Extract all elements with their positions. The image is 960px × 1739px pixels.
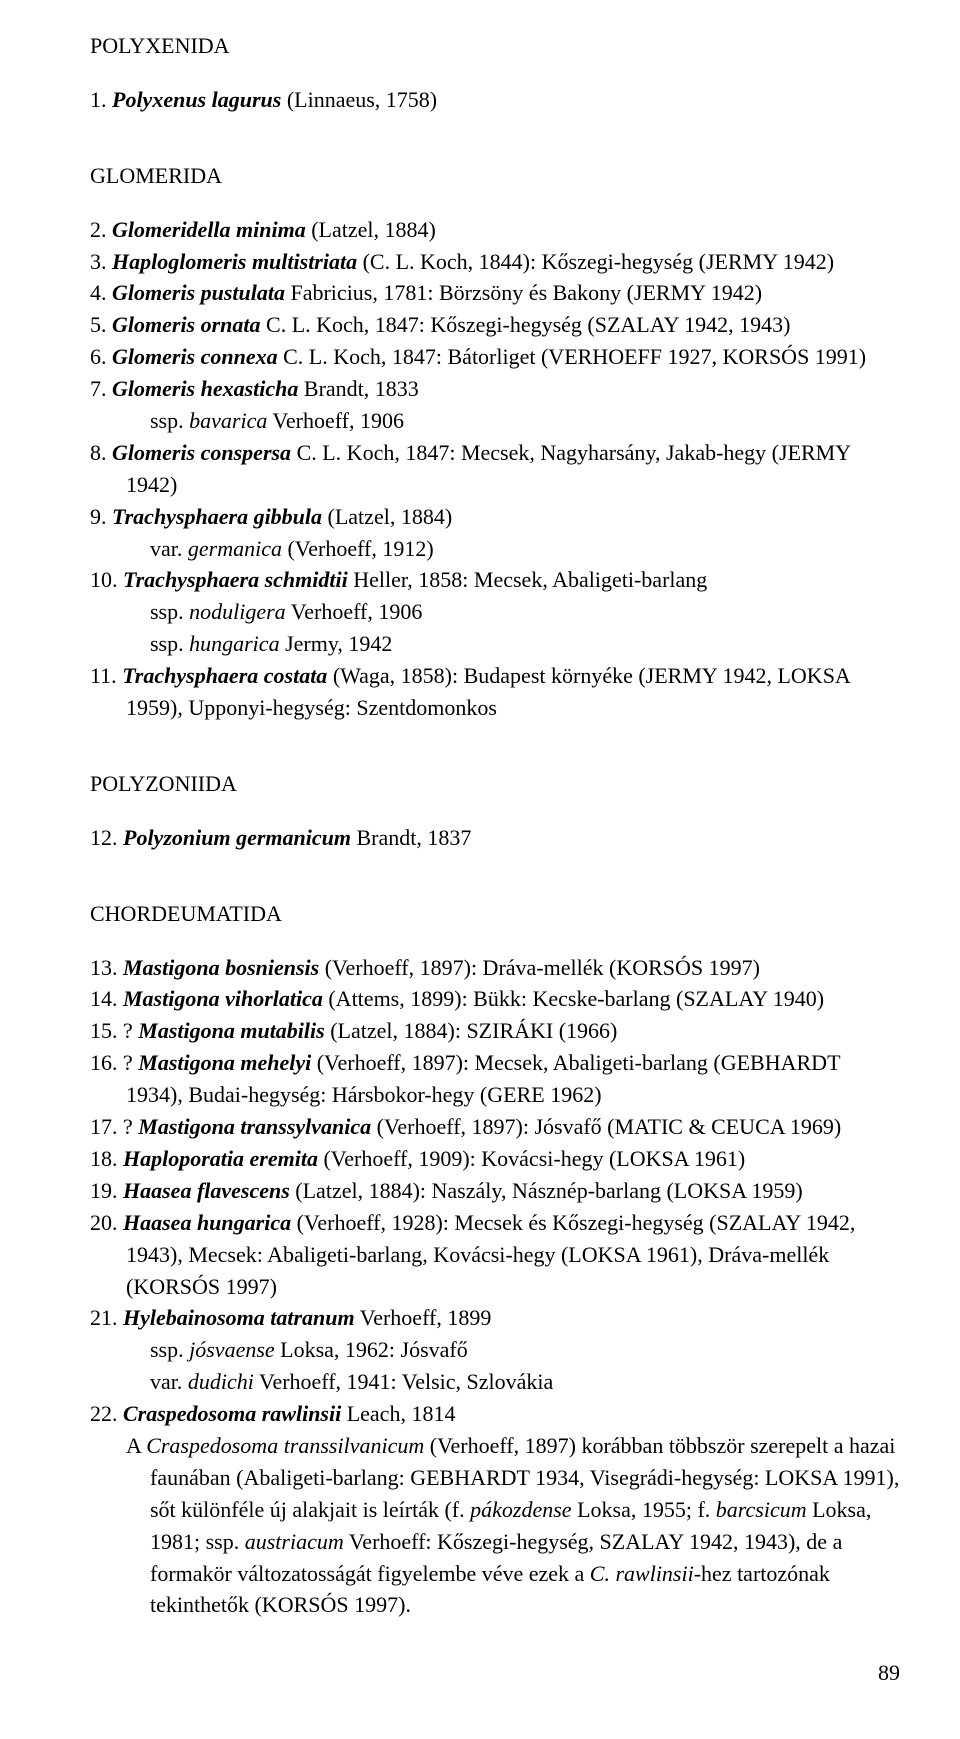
- entry-5: 5. Glomeris ornata C. L. Koch, 1847: Kős…: [90, 309, 900, 341]
- entry-6: 6. Glomeris connexa C. L. Koch, 1847: Bá…: [90, 341, 900, 373]
- entry-9-var: var. germanica (Verhoeff, 1912): [90, 533, 900, 565]
- entry-21: 21. Hylebainosoma tatranum Verhoeff, 189…: [90, 1302, 900, 1334]
- section-glomerida: GLOMERIDA: [90, 160, 900, 192]
- entry-7: 7. Glomeris hexasticha Brandt, 1833: [90, 373, 900, 405]
- entry-10-ssp-b: ssp. hungarica Jermy, 1942: [90, 628, 900, 660]
- entry-2: 2. Glomeridella minima (Latzel, 1884): [90, 214, 900, 246]
- entry-13: 13. Mastigona bosniensis (Verhoeff, 1897…: [90, 952, 900, 984]
- entry-3: 3. Haploglomeris multistriata (C. L. Koc…: [90, 246, 900, 278]
- entry-22: 22. Craspedosoma rawlinsii Leach, 1814: [90, 1398, 900, 1430]
- entry-8: 8. Glomeris conspersa C. L. Koch, 1847: …: [90, 437, 900, 501]
- section-chordeumatida: CHORDEUMATIDA: [90, 898, 900, 930]
- entry-1: 1. Polyxenus lagurus (Linnaeus, 1758): [90, 84, 900, 116]
- entry-12: 12. Polyzonium germanicum Brandt, 1837: [90, 822, 900, 854]
- entry-18: 18. Haploporatia eremita (Verhoeff, 1909…: [90, 1143, 900, 1175]
- section-polyzoniida: POLYZONIIDA: [90, 768, 900, 800]
- entry-10-ssp-a: ssp. noduligera Verhoeff, 1906: [90, 596, 900, 628]
- section-polyxenida: POLYXENIDA: [90, 30, 900, 62]
- page-number: 89: [90, 1657, 900, 1689]
- entry-22-note: A Craspedosoma transsilvanicum (Verhoeff…: [90, 1430, 900, 1621]
- entry-4: 4. Glomeris pustulata Fabricius, 1781: B…: [90, 277, 900, 309]
- entry-17: 17. ? Mastigona transsylvanica (Verhoeff…: [90, 1111, 900, 1143]
- document-page: POLYXENIDA 1. Polyxenus lagurus (Linnaeu…: [0, 0, 960, 1739]
- entry-16: 16. ? Mastigona mehelyi (Verhoeff, 1897)…: [90, 1047, 900, 1111]
- entry-21-var: var. dudichi Verhoeff, 1941: Velsic, Szl…: [90, 1366, 900, 1398]
- entry-7-ssp: ssp. bavarica Verhoeff, 1906: [90, 405, 900, 437]
- entry-21-ssp: ssp. jósvaense Loksa, 1962: Jósvafő: [90, 1334, 900, 1366]
- entry-14: 14. Mastigona vihorlatica (Attems, 1899)…: [90, 983, 900, 1015]
- entry-11: 11. Trachysphaera costata (Waga, 1858): …: [90, 660, 900, 724]
- entry-20: 20. Haasea hungarica (Verhoeff, 1928): M…: [90, 1207, 900, 1303]
- entry-19: 19. Haasea flavescens (Latzel, 1884): Na…: [90, 1175, 900, 1207]
- entry-10: 10. Trachysphaera schmidtii Heller, 1858…: [90, 564, 900, 596]
- entry-9: 9. Trachysphaera gibbula (Latzel, 1884): [90, 501, 900, 533]
- entry-15: 15. ? Mastigona mutabilis (Latzel, 1884)…: [90, 1015, 900, 1047]
